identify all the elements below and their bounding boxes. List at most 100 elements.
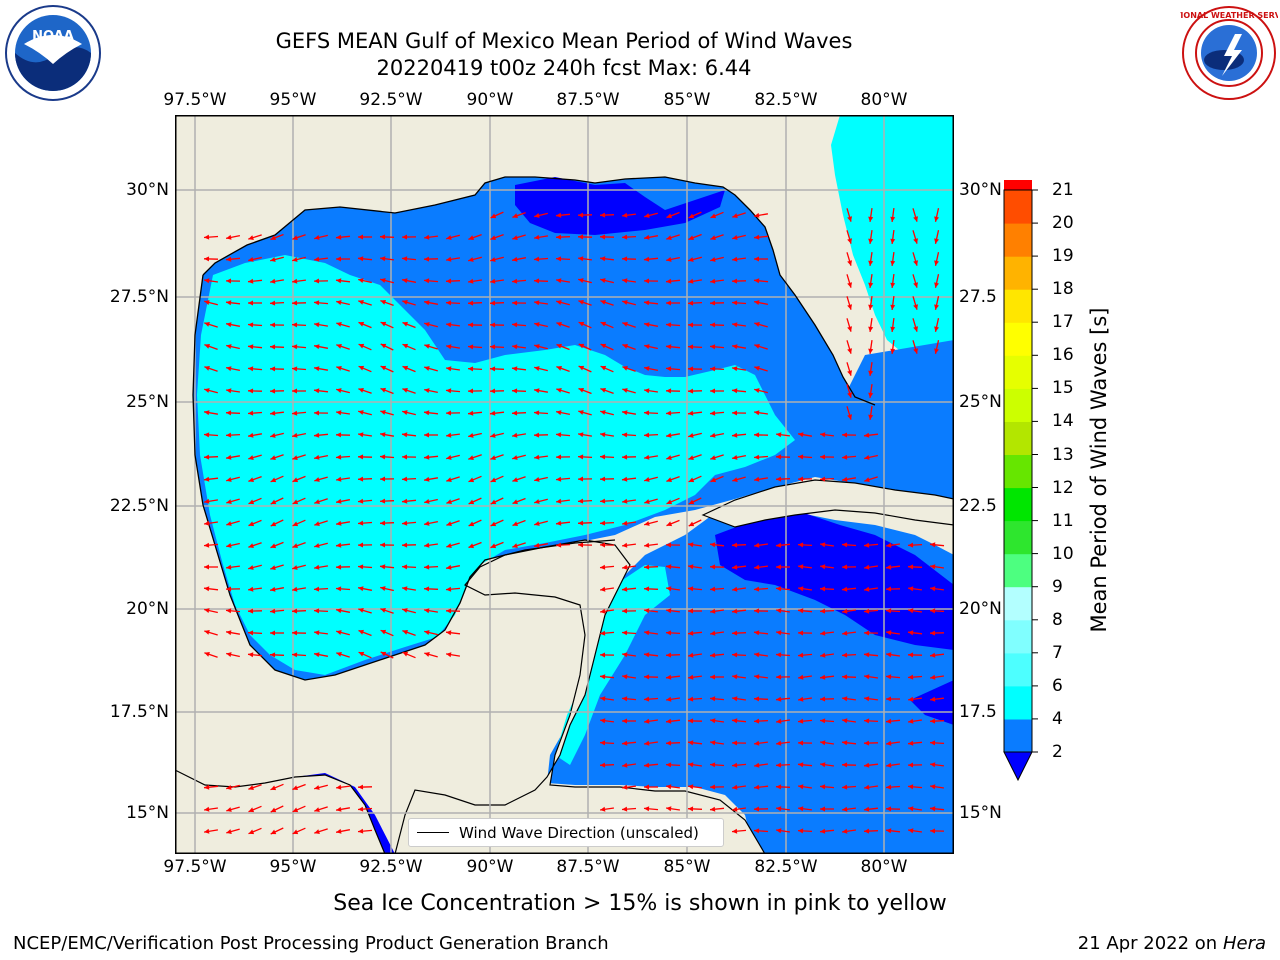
wave-direction-arrow (709, 344, 725, 350)
wave-direction-arrow (907, 652, 923, 658)
wave-direction-arrow (335, 608, 351, 614)
wave-direction-arrow (709, 806, 725, 812)
wave-direction-arrow (621, 608, 637, 614)
wave-direction-arrow (753, 586, 769, 592)
wave-direction-arrow (864, 806, 878, 812)
wave-direction-arrow (225, 256, 241, 262)
wave-direction-arrow (710, 674, 724, 680)
wave-direction-arrow (314, 806, 328, 812)
wave-direction-arrow (687, 366, 703, 372)
wave-direction-arrow (622, 343, 636, 351)
wave-direction-arrow (446, 432, 460, 438)
lon-tick-top: 80°W (860, 90, 908, 110)
wave-direction-arrow (511, 432, 527, 438)
wave-direction-arrow (644, 630, 658, 636)
wave-direction-arrow (446, 366, 460, 372)
wave-direction-arrow (600, 365, 614, 373)
colorbar-level-label: 14 (1052, 411, 1074, 432)
wave-direction-arrow (709, 784, 725, 790)
wave-direction-arrow (643, 586, 659, 592)
wave-direction-arrow (754, 740, 768, 746)
colorbar-scale (1003, 180, 1038, 782)
wave-direction-arrow (357, 454, 373, 460)
wave-direction-arrow (600, 696, 614, 702)
wave-direction-arrow (225, 278, 241, 284)
wave-direction-arrow (666, 586, 680, 592)
nws-logo-text: NATIONAL WEATHER SERVICE (1180, 11, 1278, 20)
wave-direction-arrow (291, 300, 307, 306)
wave-direction-arrow (688, 652, 702, 658)
wave-direction-arrow (446, 322, 460, 328)
wave-direction-arrow (423, 410, 439, 416)
wave-direction-arrow (490, 432, 504, 438)
wave-direction-arrow (445, 344, 461, 350)
wave-direction-arrow (423, 608, 439, 614)
wave-direction-arrow (775, 542, 791, 548)
colorbar-segment (1004, 355, 1032, 389)
wave-direction-arrow (468, 256, 482, 262)
wave-direction-arrow (841, 784, 857, 790)
wave-direction-arrow (512, 476, 526, 482)
wave-direction-arrow (534, 476, 548, 482)
wave-direction-arrow (688, 211, 702, 219)
wave-direction-arrow (864, 454, 878, 460)
wave-direction-arrow (402, 321, 416, 329)
wave-direction-arrow (578, 410, 592, 416)
wave-direction-arrow (776, 828, 790, 834)
wave-direction-arrow (467, 410, 483, 416)
lat-tick-left: 17.5°N (109, 702, 169, 722)
wave-direction-arrow (247, 608, 263, 614)
lat-tick-right: 17.5 (959, 702, 997, 722)
wave-direction-arrow (754, 652, 768, 658)
wave-direction-arrow (512, 542, 526, 548)
wave-direction-arrow (402, 300, 416, 306)
wave-direction-arrow (753, 806, 769, 812)
atlantic-wave-period-4-6 (831, 115, 954, 355)
wave-direction-arrow (423, 278, 439, 284)
lat-tick-right: 25°N (959, 392, 1002, 412)
wave-direction-arrow (358, 365, 372, 373)
wave-direction-arrow (357, 476, 373, 482)
wave-direction-arrow (863, 630, 879, 636)
colorbar-level-label: 16 (1052, 345, 1074, 366)
wave-direction-arrow (621, 696, 637, 702)
wave-direction-arrow (621, 454, 637, 460)
wave-direction-arrow (621, 234, 637, 240)
wave-direction-arrow (577, 542, 593, 548)
wave-direction-arrow (292, 256, 306, 262)
wave-direction-arrow (402, 608, 416, 614)
wave-direction-arrow (644, 542, 658, 548)
wave-direction-arrow (797, 630, 813, 636)
wave-direction-arrow (731, 740, 747, 746)
lon-tick-bottom: 92.5°W (359, 857, 423, 877)
wave-direction-arrow (753, 278, 769, 284)
wave-direction-arrow (754, 322, 768, 328)
wave-direction-arrow (666, 234, 680, 240)
wave-direction-arrow (710, 256, 724, 262)
wave-direction-arrow (846, 318, 852, 332)
wave-direction-arrow (622, 366, 636, 372)
wave-direction-arrow (577, 454, 593, 460)
wave-direction-arrow (270, 827, 284, 835)
wave-direction-arrow (709, 696, 725, 702)
wave-direction-arrow (380, 410, 394, 416)
wave-direction-arrow (247, 388, 263, 394)
wave-direction-arrow (424, 234, 438, 240)
wave-direction-arrow (335, 806, 351, 812)
wave-direction-arrow (841, 476, 857, 482)
wave-direction-arrow (599, 476, 615, 482)
wave-direction-arrow (929, 630, 945, 636)
wave-direction-arrow (225, 586, 241, 592)
wave-direction-arrow (688, 674, 702, 680)
wave-direction-arrow (335, 520, 351, 526)
wave-direction-arrow (687, 630, 703, 636)
colorbar-segment (1004, 520, 1032, 555)
wave-direction-arrow (907, 630, 923, 636)
wave-direction-arrow (846, 230, 852, 244)
wave-direction-arrow (445, 608, 461, 614)
wave-direction-arrow (533, 256, 549, 262)
wave-direction-arrow (270, 454, 284, 460)
wave-direction-arrow (864, 674, 878, 680)
colorbar-segment (1004, 180, 1032, 191)
lon-tick-top: 92.5°W (359, 90, 423, 110)
